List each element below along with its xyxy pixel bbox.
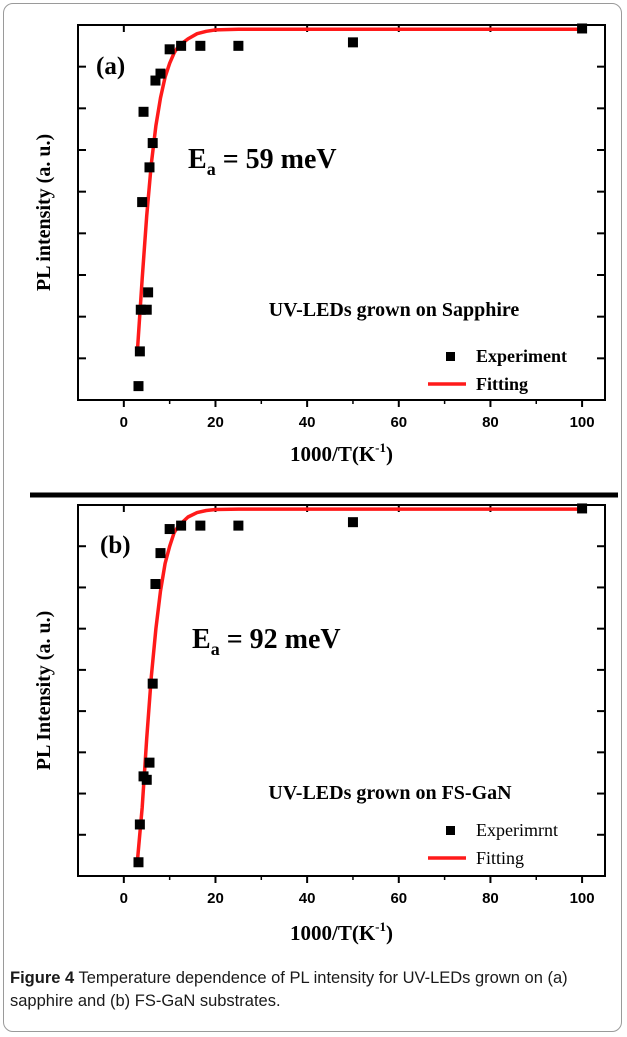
plot-area: [77, 504, 606, 877]
caption-text: Temperature dependence of PL intensity f…: [10, 969, 568, 1010]
x-axis-label-close: ): [386, 442, 393, 466]
x-tick-label: 20: [207, 890, 224, 907]
chart-panel-b: 0 20 40 60 80 100 (b) Ea = 92 meV UV-LEDs grown …: [33, 503, 606, 945]
x-tick-label: 40: [299, 414, 316, 431]
x-axis-label-sup: -1: [375, 919, 386, 934]
x-tick-label: 40: [299, 890, 316, 907]
ea-symbol: E: [192, 624, 211, 655]
figure-caption: Figure 4 Temperature dependence of PL in…: [10, 967, 610, 1013]
data-point: [577, 503, 588, 514]
plot-area: [77, 24, 606, 401]
data-point: [164, 524, 175, 535]
x-tick-label: 20: [207, 414, 224, 431]
panel-label: (b): [100, 532, 131, 559]
data-point: [233, 40, 244, 51]
activation-energy-label: Ea = 92 meV: [192, 624, 341, 659]
data-point: [233, 520, 244, 531]
ea-subscript: a: [211, 639, 220, 659]
data-point: [138, 106, 149, 117]
data-point: [347, 517, 358, 528]
legend-marker: [446, 826, 455, 835]
x-tick-label: 0: [120, 890, 128, 907]
data-point: [141, 304, 152, 315]
data-point: [133, 381, 144, 392]
data-point: [164, 44, 175, 55]
x-tick-label: 0: [120, 414, 128, 431]
x-axis-label-sup: -1: [375, 440, 386, 455]
x-tick-label: 100: [570, 890, 595, 907]
sample-annotation: UV-LEDs grown on Sapphire: [269, 299, 520, 321]
legend-label-fitting: Fitting: [476, 848, 524, 868]
data-point: [134, 346, 145, 357]
fitting-curve: [135, 507, 583, 859]
legend-label-experiment: Experiment: [476, 346, 567, 366]
data-point: [144, 757, 155, 768]
ea-subscript: a: [207, 159, 216, 179]
x-axis-label-main: 1000/T(K: [290, 442, 376, 466]
activation-energy-label: Ea = 59 meV: [188, 144, 337, 179]
data-point: [134, 819, 145, 830]
sample-annotation: UV-LEDs grown on FS-GaN: [268, 782, 512, 804]
data-point: [137, 197, 148, 208]
data-point: [141, 774, 152, 785]
data-point: [155, 548, 166, 559]
data-point: [143, 287, 154, 298]
data-point: [135, 304, 146, 315]
data-point: [176, 520, 187, 531]
legend-label-fitting: Fitting: [476, 374, 528, 394]
figure-frame: [3, 3, 622, 1032]
x-axis-label: 1000/T(K-1): [290, 440, 393, 466]
data-point: [155, 68, 166, 79]
x-axis-label: 1000/T(K-1): [290, 919, 393, 945]
data-point: [347, 37, 358, 48]
y-axis-label: PL Intensity (a. u.): [33, 611, 55, 770]
y-axis-label: PL intensity (a. u.): [33, 134, 55, 291]
legend-marker: [446, 352, 455, 361]
x-tick-label: 60: [390, 890, 407, 907]
data-point: [150, 579, 161, 590]
ea-symbol: E: [188, 144, 207, 175]
x-tick-label: 100: [570, 414, 595, 431]
data-point: [195, 520, 206, 531]
x-axis-label-close: ): [386, 921, 393, 945]
data-point: [147, 138, 158, 149]
data-point: [133, 857, 144, 868]
caption-label: Figure 4: [10, 969, 75, 987]
x-tick-label: 60: [390, 414, 407, 431]
ea-value: = 92 meV: [220, 624, 341, 655]
data-point: [150, 75, 161, 86]
chart-panel-a: 0 20 40 60 80 100 (a) Ea = 59 meV UV-LEDs grown …: [33, 23, 606, 466]
data-point: [577, 23, 588, 34]
x-tick-label: 80: [482, 414, 499, 431]
panel-label: (a): [96, 53, 125, 80]
data-point: [147, 678, 158, 689]
data-point: [144, 162, 155, 173]
data-point: [195, 40, 206, 51]
data-point: [176, 40, 187, 51]
x-tick-label: 80: [482, 890, 499, 907]
x-axis-label-main: 1000/T(K: [290, 921, 376, 945]
ea-value: = 59 meV: [216, 144, 337, 175]
legend-label-experiment: Experimrnt: [476, 820, 558, 840]
